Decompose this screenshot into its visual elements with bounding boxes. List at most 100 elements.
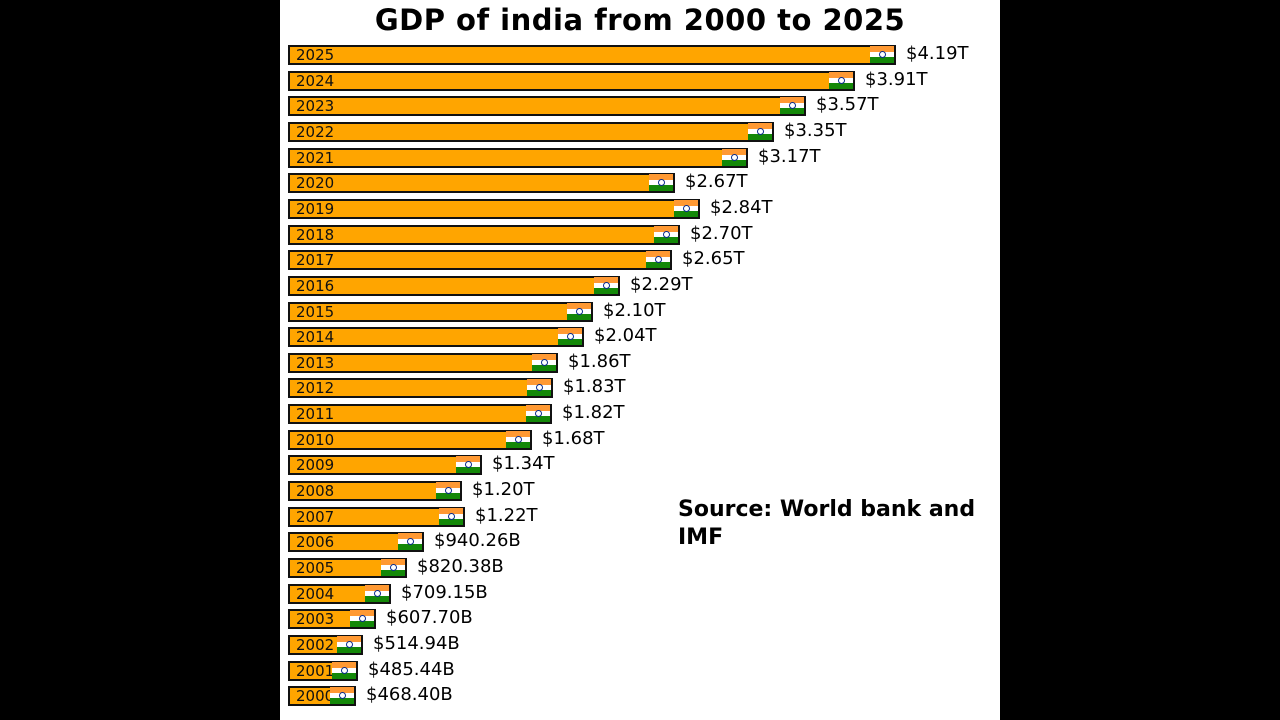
year-label: 2018 bbox=[296, 226, 335, 244]
bar-2015: 2015 bbox=[288, 302, 593, 322]
bar-row-2011: 2011 $1.82T bbox=[288, 402, 672, 424]
year-label: 2022 bbox=[296, 123, 335, 141]
bar-row-2025: 2025 $4.19T bbox=[288, 43, 1000, 65]
bar-row-2013: 2013 $1.86T bbox=[288, 351, 678, 373]
year-label: 2008 bbox=[296, 482, 335, 500]
bar-row-2004: 2004 $709.15B bbox=[288, 582, 511, 604]
value-label-2011: $1.82T bbox=[562, 402, 625, 423]
bar-2021: 2021 bbox=[288, 148, 748, 168]
year-label: 2021 bbox=[296, 149, 335, 167]
value-label-2010: $1.68T bbox=[542, 428, 605, 449]
value-label-2003: $607.70B bbox=[386, 607, 473, 628]
bar-2006: 2006 bbox=[288, 532, 424, 552]
bar-2018: 2018 bbox=[288, 225, 680, 245]
india-flag-icon bbox=[436, 482, 460, 500]
chart-title: GDP of india from 2000 to 2025 bbox=[374, 3, 906, 37]
bar-row-2024: 2024 $3.91T bbox=[288, 69, 975, 91]
india-flag-icon bbox=[332, 662, 356, 680]
bar-row-2003: 2003 $607.70B bbox=[288, 607, 496, 629]
bar-row-2020: 2020 $2.67T bbox=[288, 171, 795, 193]
bar-2025: 2025 bbox=[288, 45, 896, 65]
bar-row-2019: 2019 $2.84T bbox=[288, 197, 820, 219]
india-flag-icon bbox=[381, 559, 405, 577]
india-flag-icon bbox=[350, 610, 374, 628]
year-label: 2002 bbox=[296, 636, 335, 654]
bar-2020: 2020 bbox=[288, 173, 675, 193]
bar-row-2000: 2000 $468.40B bbox=[288, 684, 476, 706]
bar-row-2008: 2008 $1.20T bbox=[288, 479, 582, 501]
value-label-2000: $468.40B bbox=[366, 684, 453, 705]
year-label: 2016 bbox=[296, 277, 335, 295]
value-label-2006: $940.26B bbox=[434, 530, 521, 551]
value-label-2019: $2.84T bbox=[710, 197, 773, 218]
value-label-2001: $485.44B bbox=[368, 659, 455, 680]
india-flag-icon bbox=[558, 328, 582, 346]
bar-2010: 2010 bbox=[288, 430, 532, 450]
year-label: 2020 bbox=[296, 174, 335, 192]
year-label: 2006 bbox=[296, 533, 335, 551]
value-label-2017: $2.65T bbox=[682, 248, 745, 269]
bar-2024: 2024 bbox=[288, 71, 855, 91]
bar-row-2021: 2021 $3.17T bbox=[288, 146, 868, 168]
year-label: 2004 bbox=[296, 585, 335, 603]
value-label-2008: $1.20T bbox=[472, 479, 535, 500]
value-label-2004: $709.15B bbox=[401, 582, 488, 603]
bar-2005: 2005 bbox=[288, 558, 407, 578]
value-label-2013: $1.86T bbox=[568, 351, 631, 372]
value-label-2023: $3.57T bbox=[816, 94, 879, 115]
india-flag-icon bbox=[780, 97, 804, 115]
value-label-2014: $2.04T bbox=[594, 325, 657, 346]
india-flag-icon bbox=[527, 379, 551, 397]
bar-2009: 2009 bbox=[288, 455, 482, 475]
value-label-2022: $3.35T bbox=[784, 120, 847, 141]
value-label-2012: $1.83T bbox=[563, 376, 626, 397]
india-flag-icon bbox=[649, 174, 673, 192]
india-flag-icon bbox=[567, 303, 591, 321]
india-flag-icon bbox=[870, 46, 894, 64]
bar-row-2023: 2023 $3.57T bbox=[288, 94, 926, 116]
bar-2014: 2014 bbox=[288, 327, 584, 347]
bar-2023: 2023 bbox=[288, 96, 806, 116]
bar-row-2015: 2015 $2.10T bbox=[288, 300, 713, 322]
year-label: 2012 bbox=[296, 379, 335, 397]
year-label: 2023 bbox=[296, 97, 335, 115]
bar-row-2006: 2006 $940.26B bbox=[288, 530, 544, 552]
year-label: 2013 bbox=[296, 354, 335, 372]
india-flag-icon bbox=[506, 431, 530, 449]
india-flag-icon bbox=[456, 456, 480, 474]
bar-2007: 2007 bbox=[288, 507, 465, 527]
india-flag-icon bbox=[646, 251, 670, 269]
bar-2016: 2016 bbox=[288, 276, 620, 296]
bar-row-2016: 2016 $2.29T bbox=[288, 274, 740, 296]
bar-row-2002: 2002 $514.94B bbox=[288, 633, 483, 655]
year-label: 2019 bbox=[296, 200, 335, 218]
value-label-2020: $2.67T bbox=[685, 171, 748, 192]
year-label: 2007 bbox=[296, 508, 335, 526]
bar-row-2009: 2009 $1.34T bbox=[288, 453, 602, 475]
india-flag-icon bbox=[398, 533, 422, 551]
year-label: 2009 bbox=[296, 456, 335, 474]
bar-row-2007: 2007 $1.22T bbox=[288, 505, 585, 527]
bar-2017: 2017 bbox=[288, 250, 672, 270]
value-label-2009: $1.34T bbox=[492, 453, 555, 474]
india-flag-icon bbox=[526, 405, 550, 423]
year-label: 2024 bbox=[296, 72, 335, 90]
value-label-2025: $4.19T bbox=[906, 43, 969, 64]
india-flag-icon bbox=[337, 636, 361, 654]
year-label: 2011 bbox=[296, 405, 335, 423]
bar-2019: 2019 bbox=[288, 199, 700, 219]
chart-panel: GDP of india from 2000 to 2025 2025 $4.19… bbox=[280, 0, 1000, 720]
year-label: 2014 bbox=[296, 328, 335, 346]
india-flag-icon bbox=[330, 687, 354, 705]
year-label: 2010 bbox=[296, 431, 335, 449]
bar-2022: 2022 bbox=[288, 122, 774, 142]
value-label-2018: $2.70T bbox=[690, 223, 753, 244]
bar-row-2014: 2014 $2.04T bbox=[288, 325, 704, 347]
bar-chart: 2025 $4.19T 2024 $3.91T 2023 $3.57T 2022 $3.35T… bbox=[280, 0, 1000, 720]
bar-2013: 2013 bbox=[288, 353, 558, 373]
year-label: 2015 bbox=[296, 303, 335, 321]
year-label: 2003 bbox=[296, 610, 335, 628]
bar-2011: 2011 bbox=[288, 404, 552, 424]
india-flag-icon bbox=[532, 354, 556, 372]
source-note: Source: World bank and IMF bbox=[678, 497, 976, 550]
